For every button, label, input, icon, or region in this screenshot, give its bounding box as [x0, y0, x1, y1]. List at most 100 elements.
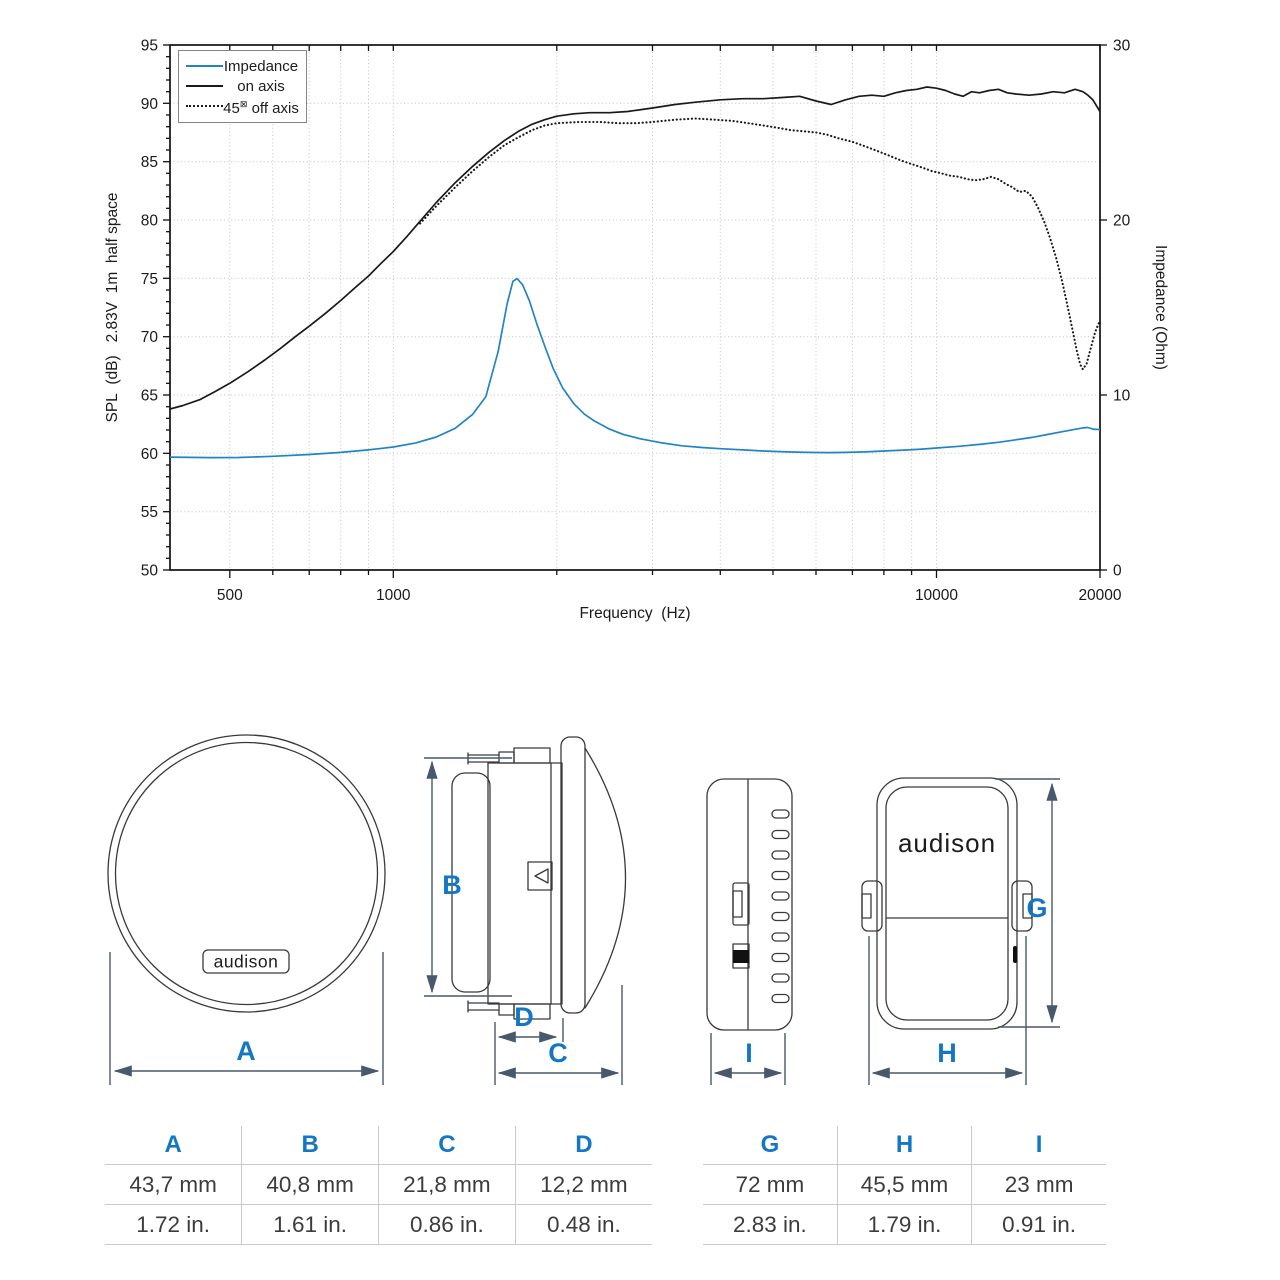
column-header: C [378, 1126, 516, 1165]
crossover-dimension-table: G H I 72 mm 45,5 mm 23 mm 2.83 in. 1.79 … [703, 1126, 1106, 1245]
series-impedance [169, 277, 1101, 459]
table-cell: 1.61 in. [241, 1204, 379, 1245]
x-tick-label: 20000 [1078, 587, 1121, 604]
tweeter-terminals-bottom [467, 1000, 500, 1013]
x-tick-label: 1000 [376, 587, 411, 604]
table-cell: 0.48 in. [514, 1204, 652, 1245]
legend-item-on-axis: on axis [186, 76, 299, 96]
crossover-front-inner [885, 786, 1009, 1021]
dimension-h: H [868, 936, 1027, 1085]
tweeter-dimension-table: A B C D 43,7 mm 40,8 mm 21,8 mm 12,2 mm … [105, 1126, 652, 1245]
audison-badge-outline [202, 949, 290, 974]
degree-glyph-box: ⊠ [239, 98, 248, 109]
table-row-inches: 1.72 in. 1.61 in. 0.86 in. 0.48 in. [105, 1204, 652, 1245]
crossover-left-tab [861, 880, 883, 932]
tweeter-rear-cover [451, 772, 491, 993]
y-axis-left: 50 55 60 65 70 75 80 85 90 95 SPL (dB) 2.83V 1m ha… [104, 38, 170, 580]
column-header: I [971, 1126, 1106, 1165]
x-tick-label: 500 [217, 587, 243, 604]
dimension-b: B [424, 757, 512, 997]
tweeter-faceplate [560, 736, 586, 1014]
tweeter-clip-detail [527, 861, 553, 891]
dimension-label-i: I [745, 1038, 753, 1068]
dimension-label-c: C [548, 1038, 568, 1068]
y-left-tick-label: 90 [141, 96, 159, 113]
crossover-front-view: audison G H [861, 777, 1060, 1085]
table-cell: 0.91 in. [971, 1204, 1106, 1245]
table-cell: 72 mm [735, 1171, 805, 1197]
audison-logo-text: audison [214, 952, 279, 972]
y-left-tick-label: 85 [141, 154, 158, 171]
legend-label-impedance: Impedance [223, 57, 299, 75]
column-header: A [164, 1131, 182, 1158]
y-right-tick-label: 0 [1113, 563, 1122, 580]
tweeter-side-view: B D C [424, 736, 627, 1085]
y-left-tick-label: 80 [141, 213, 159, 230]
y-left-axis-title: SPL (dB) 2.83V 1m half space [104, 192, 121, 422]
table-cell: 43,7 mm [129, 1171, 217, 1197]
dimension-label-d: D [514, 1002, 534, 1032]
table-cell: 23 mm [971, 1164, 1106, 1205]
table-cell: 45,5 mm [836, 1164, 972, 1205]
table-cell: 40,8 mm [241, 1164, 379, 1205]
table-cell: 2.83 in. [733, 1211, 807, 1237]
legend-item-impedance: Impedance [186, 56, 299, 76]
crossover-vents [771, 809, 790, 1004]
tweeter-inner-ring [114, 741, 379, 1006]
table-cell: 12,2 mm [514, 1164, 652, 1205]
table-cell: 1.72 in. [136, 1211, 211, 1237]
legend-line-sample-off-axis [186, 105, 223, 107]
tweeter-dome [584, 747, 627, 1009]
legend-label-on-axis: on axis [237, 77, 285, 95]
column-header: H [836, 1126, 972, 1165]
y-left-tick-label: 75 [141, 271, 158, 288]
technical-drawings: audison A [107, 734, 1060, 1085]
legend-line-sample-on-axis [186, 85, 223, 87]
plot-frame [169, 44, 1101, 571]
dimension-d: D [494, 1002, 564, 1085]
table-cell: 0.86 in. [378, 1204, 516, 1245]
y-right-axis-title: Impedance (Ohm) [1152, 245, 1169, 370]
y-right-tick-label: 10 [1113, 388, 1131, 405]
table-header-row: G H I [703, 1126, 1106, 1165]
table-row-mm: 43,7 mm 40,8 mm 21,8 mm 12,2 mm [105, 1164, 652, 1205]
crossover-front-body [876, 777, 1018, 1030]
legend-item-off-axis: 45⊠ off axis [186, 96, 299, 116]
y-left-tick-label: 95 [141, 38, 158, 55]
column-header: D [514, 1126, 652, 1165]
y-axis-right: 0 10 20 30 Impedance (Ohm) [1100, 38, 1169, 580]
audison-logo-text: audison [898, 828, 996, 858]
tweeter-front-view: audison A [107, 734, 386, 1085]
table-row-mm: 72 mm 45,5 mm 23 mm [703, 1164, 1106, 1205]
table-row-inches: 2.83 in. 1.79 in. 0.91 in. [703, 1204, 1106, 1245]
series-on-axis [169, 86, 1101, 410]
y-left-tick-label: 50 [141, 563, 159, 580]
dimension-label-h: H [937, 1038, 957, 1068]
y-left-tick-label: 65 [141, 388, 158, 405]
y-right-tick-label: 20 [1113, 213, 1131, 230]
series-45-off-axis [419, 117, 1102, 371]
crossover-side-view: I [706, 778, 793, 1085]
crossover-side-mark [1013, 946, 1017, 963]
dimension-label-b: B [442, 870, 462, 900]
y-left-tick-label: 70 [141, 329, 159, 346]
dimension-c: C [497, 985, 623, 1085]
frequency-response-chart: 500 1000 10000 20000 Frequency (Hz) 50 55 60 65 7… [104, 38, 1169, 623]
x-axis-title: Frequency (Hz) [579, 605, 690, 622]
crossover-mount-clip [732, 882, 750, 926]
table-cell: 21,8 mm [378, 1164, 516, 1205]
table-cell: 1.79 in. [836, 1204, 972, 1245]
dimension-i: I [710, 1033, 786, 1085]
y-left-tick-label: 55 [141, 504, 158, 521]
dimension-a: A [109, 952, 384, 1085]
chart-legend: Impedance on axis 45⊠ off axis [178, 50, 307, 123]
legend-label-off-axis: 45⊠ off axis [223, 98, 299, 117]
y-left-tick-label: 60 [141, 446, 159, 463]
column-header: G [760, 1131, 780, 1158]
tweeter-outer-ring [107, 734, 386, 1013]
dimension-label-g: G [1026, 893, 1047, 923]
legend-line-sample-impedance [186, 65, 223, 67]
crossover-side-body [706, 778, 793, 1031]
table-header-row: A B C D [105, 1126, 652, 1165]
